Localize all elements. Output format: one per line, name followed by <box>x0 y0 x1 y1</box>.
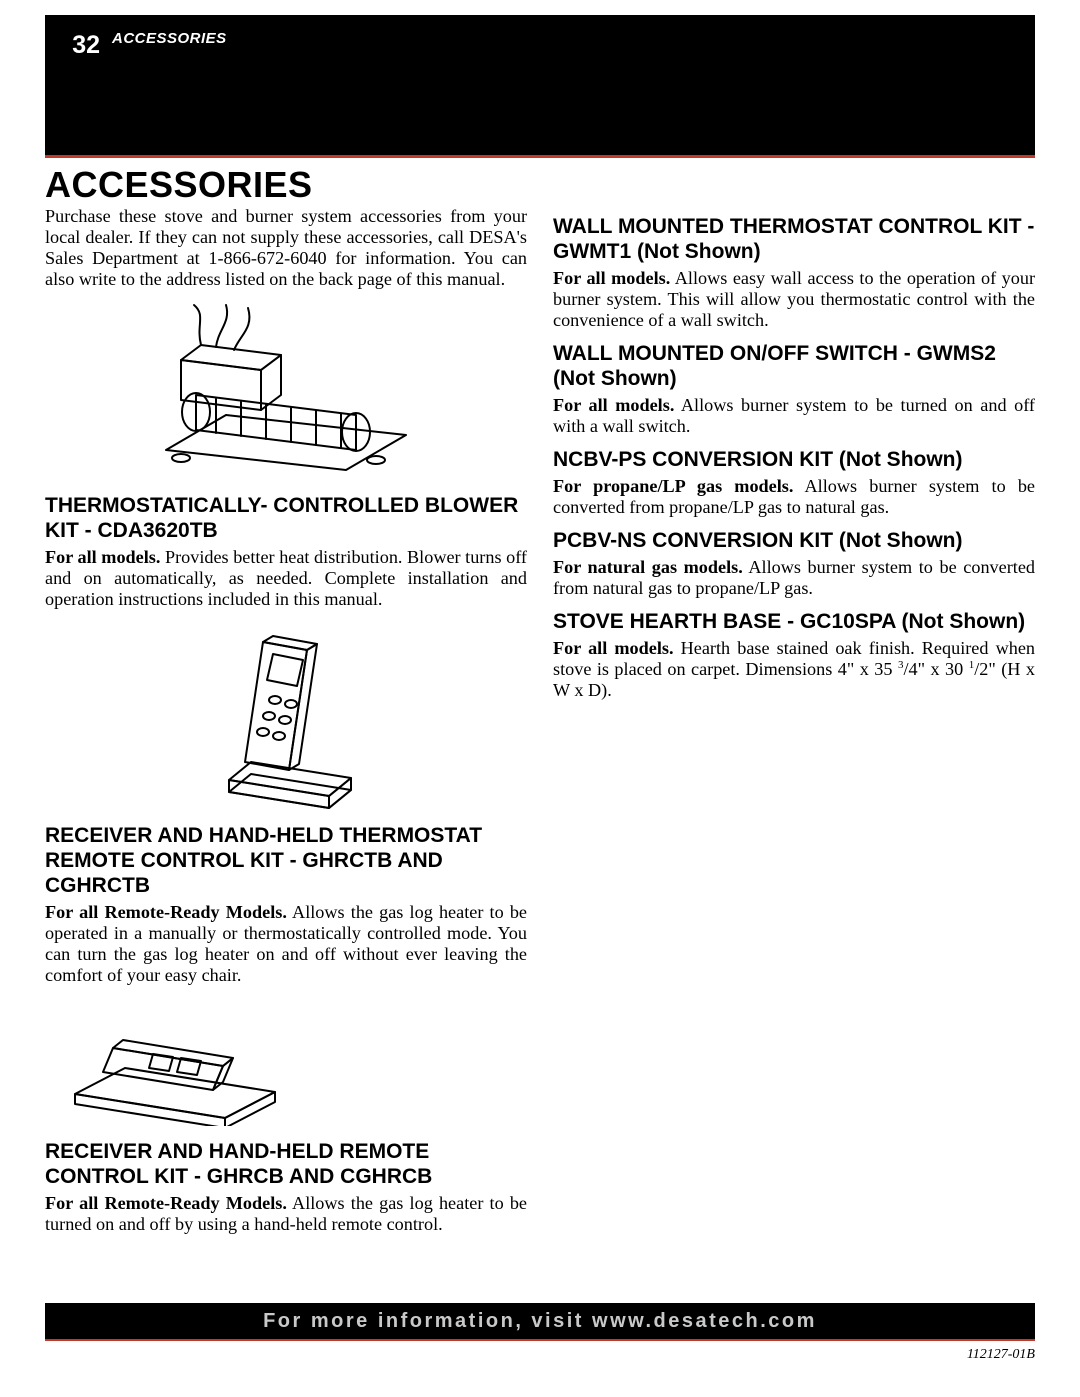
figure-remote-thermostat <box>45 620 527 815</box>
para-wall-switch: For all models. Allows burner system to … <box>553 395 1035 437</box>
remote-flat-icon <box>65 996 285 1126</box>
divider-red-top <box>45 155 1035 158</box>
bold-lead: For all models. <box>553 268 670 288</box>
body-text: " x 30 <box>918 659 969 679</box>
bold-lead: For propane/LP gas models. <box>553 476 793 496</box>
footer-info: For more information, visit www.desatech… <box>263 1310 817 1332</box>
frac-den: 4 <box>909 659 918 679</box>
frac-num: 3 <box>898 659 904 671</box>
document-number: 112127-01B <box>967 1347 1035 1363</box>
running-head: ACCESSORIES <box>112 30 227 47</box>
footer-band: For more information, visit www.desatech… <box>45 1303 1035 1339</box>
bold-lead: For all Remote-Ready Models. <box>45 1193 287 1213</box>
bold-lead: For all models. <box>553 395 674 415</box>
figure-remote-onoff <box>45 996 527 1131</box>
para-ncbv-conversion: For propane/LP gas models. Allows burner… <box>553 476 1035 518</box>
remote-tall-icon <box>211 620 361 810</box>
heading-wall-thermostat: WALL MOUNTED THERMOSTAT CONTROL KIT - GW… <box>553 214 1035 264</box>
heading-blower-kit: THERMOSTATICALLY- CONTROLLED BLOWER KIT … <box>45 493 527 543</box>
intro-paragraph: Purchase these stove and burner system a… <box>45 206 527 290</box>
column-right: WALL MOUNTED THERMOSTAT CONTROL KIT - GW… <box>553 206 1035 1245</box>
heading-remote-thermostat-kit: RECEIVER AND HAND-HELD THERMOSTAT REMOTE… <box>45 823 527 898</box>
para-hearth-base: For all models. Hearth base stained oak … <box>553 638 1035 701</box>
bold-lead: For all Remote-Ready Models. <box>45 902 287 922</box>
blower-icon <box>146 300 426 480</box>
para-blower-kit: For all models. Provides better heat dis… <box>45 547 527 610</box>
frac-num: 1 <box>969 659 975 671</box>
frac-den: 2 <box>979 659 988 679</box>
content-columns: Purchase these stove and burner system a… <box>45 206 1035 1245</box>
heading-hearth-base: STOVE HEARTH BASE - GC10SPA (Not Shown) <box>553 609 1035 634</box>
column-left: Purchase these stove and burner system a… <box>45 206 527 1245</box>
heading-remote-onoff-kit: RECEIVER AND HAND-HELD REMOTE CONTROL KI… <box>45 1139 527 1189</box>
page: 32 ACCESSORIES ACCESSORIES Purchase thes… <box>45 0 1035 1397</box>
page-title: ACCESSORIES <box>45 164 313 206</box>
para-pcbv-conversion: For natural gas models. Allows burner sy… <box>553 557 1035 599</box>
bold-lead: For natural gas models. <box>553 557 743 577</box>
heading-ncbv-conversion: NCBV-PS CONVERSION KIT (Not Shown) <box>553 447 1035 472</box>
heading-wall-switch: WALL MOUNTED ON/OFF SWITCH - GWMS2 (Not … <box>553 341 1035 391</box>
page-number: 32 <box>45 31 100 60</box>
heading-pcbv-conversion: PCBV-NS CONVERSION KIT (Not Shown) <box>553 528 1035 553</box>
para-remote-thermostat-kit: For all Remote-Ready Models. Allows the … <box>45 902 527 986</box>
header-band: 32 ACCESSORIES <box>45 15 1035 155</box>
para-wall-thermostat: For all models. Allows easy wall access … <box>553 268 1035 331</box>
divider-red-bottom <box>45 1339 1035 1341</box>
bold-lead: For all models. <box>45 547 160 567</box>
bold-lead: For all models. <box>553 638 674 658</box>
para-remote-onoff-kit: For all Remote-Ready Models. Allows the … <box>45 1193 527 1235</box>
figure-blower <box>45 300 527 485</box>
